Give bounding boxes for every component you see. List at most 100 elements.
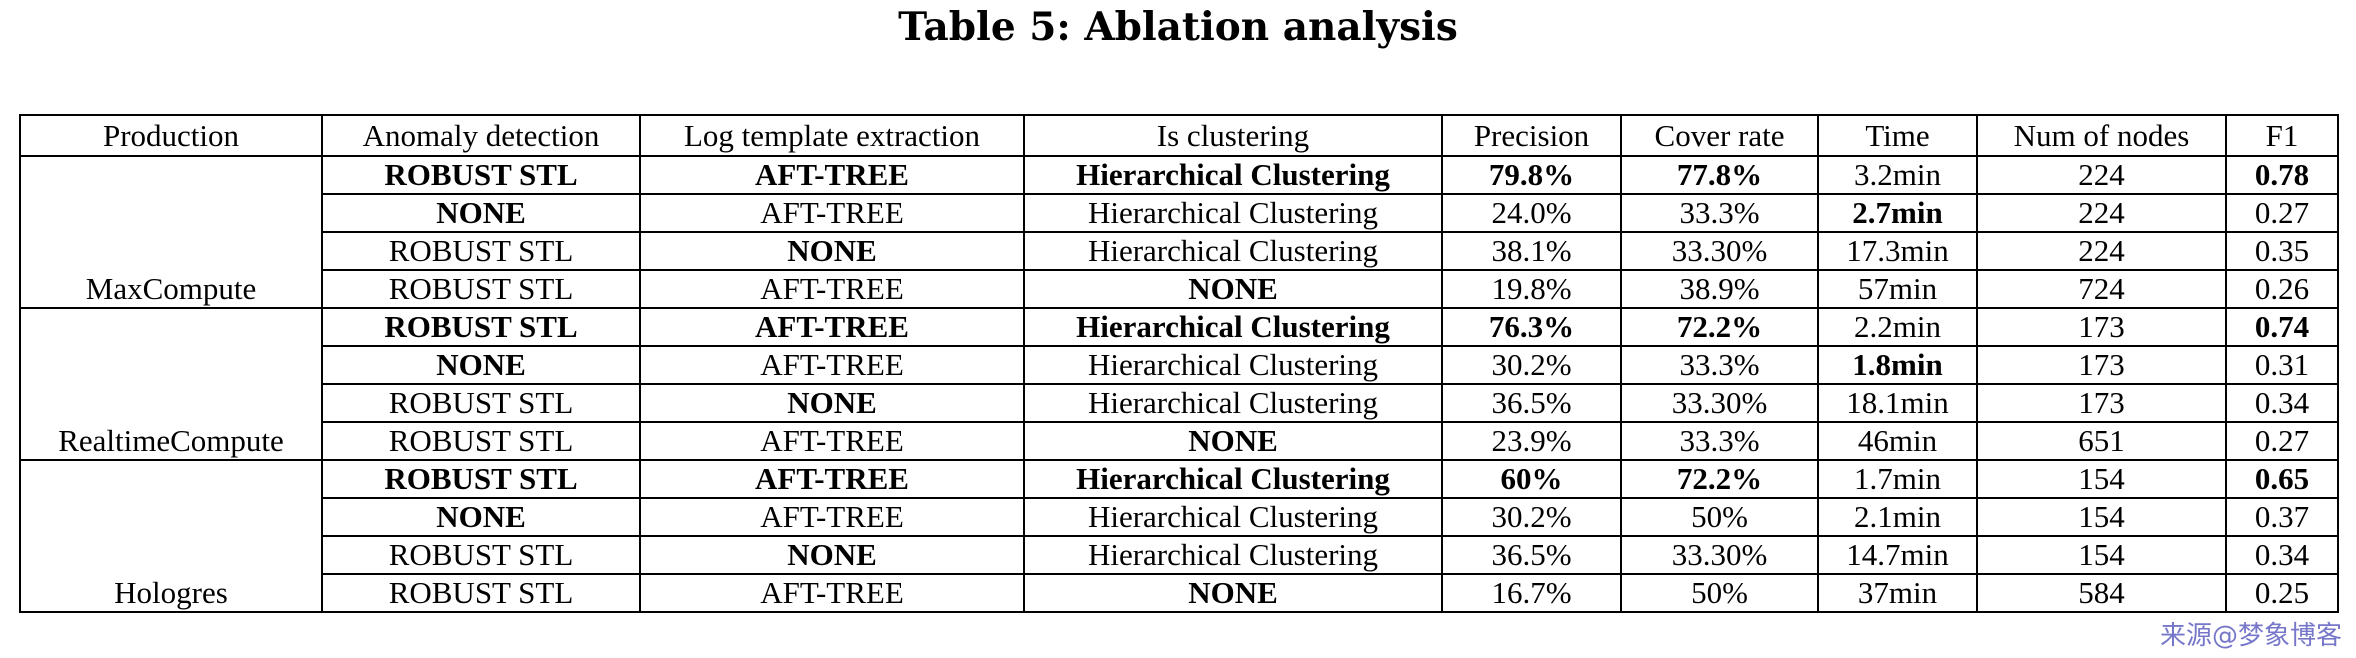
num-of-nodes-cell: 724 [1976, 269, 2227, 309]
num-of-nodes-cell: 651 [1976, 421, 2227, 461]
time-cell: 37min [1817, 573, 1978, 613]
f1-cell: 0.74 [2225, 307, 2339, 347]
anomaly-detection-cell: ROBUST STL [321, 231, 641, 271]
log-template-extraction-cell: AFT-TREE [639, 345, 1025, 385]
is-clustering-cell: Hierarchical Clustering [1023, 193, 1443, 233]
table-row: ROBUST STL NONE Hierarchical Clustering 38.… [20, 231, 2339, 271]
time-cell: 57min [1817, 269, 1978, 309]
anomaly-detection-cell: ROBUST STL [321, 421, 641, 461]
f1-cell: 0.34 [2225, 383, 2339, 423]
time-cell: 46min [1817, 421, 1978, 461]
cover-rate-cell: 33.30% [1620, 383, 1819, 423]
anomaly-detection-cell: ROBUST STL [321, 307, 641, 347]
precision-cell: 36.5% [1441, 535, 1622, 575]
anomaly-detection-cell: ROBUST STL [321, 269, 641, 309]
log-template-extraction-cell: AFT-TREE [639, 269, 1025, 309]
f1-cell: 0.34 [2225, 535, 2339, 575]
is-clustering-cell: Hierarchical Clustering [1023, 307, 1443, 347]
header-production: Production [19, 114, 323, 157]
is-clustering-cell: NONE [1023, 269, 1443, 309]
anomaly-detection-cell: ROBUST STL [321, 155, 641, 195]
production-cell: MaxCompute [19, 155, 323, 309]
header-is-clustering: Is clustering [1023, 114, 1443, 157]
table-row: RealtimeCompute ROBUST STL AFT-TREE Hierarc… [19, 307, 2339, 461]
cover-rate-cell: 72.2% [1620, 459, 1819, 499]
cover-rate-cell: 50% [1620, 497, 1819, 537]
header-cover-rate: Cover rate [1620, 114, 1819, 157]
is-clustering-cell: Hierarchical Clustering [1023, 155, 1443, 195]
is-clustering-cell: NONE [1023, 573, 1443, 613]
f1-cell: 0.65 [2225, 459, 2339, 499]
time-cell: 1.7min [1817, 459, 1978, 499]
is-clustering-cell: Hierarchical Clustering [1023, 535, 1443, 575]
cover-rate-cell: 77.8% [1620, 155, 1819, 195]
table-row: Hologres ROBUST STL AFT-TREE Hierarchical C… [19, 459, 2339, 613]
table-body: MaxCompute ROBUST STL AFT-TREE Hierarchical… [19, 155, 2339, 613]
time-cell: 17.3min [1817, 231, 1978, 271]
num-of-nodes-cell: 173 [1976, 383, 2227, 423]
precision-cell: 76.3% [1441, 307, 1622, 347]
log-template-extraction-cell: NONE [639, 383, 1025, 423]
log-template-extraction-cell: AFT-TREE [639, 573, 1025, 613]
is-clustering-cell: Hierarchical Clustering [1023, 497, 1443, 537]
log-template-extraction-cell: AFT-TREE [639, 307, 1025, 347]
f1-cell: 0.27 [2225, 193, 2339, 233]
num-of-nodes-cell: 224 [1976, 155, 2227, 195]
precision-cell: 16.7% [1441, 573, 1622, 613]
precision-cell: 30.2% [1441, 345, 1622, 385]
header-log-template-extraction: Log template extraction [639, 114, 1025, 157]
time-cell: 1.8min [1817, 345, 1978, 385]
anomaly-detection-cell: ROBUST STL [321, 535, 641, 575]
table-row: NONE AFT-TREE Hierarchical Clustering 30.2%… [20, 497, 2339, 537]
is-clustering-cell: Hierarchical Clustering [1023, 345, 1443, 385]
table-caption: Table 5: Ablation analysis [898, 4, 1458, 50]
num-of-nodes-cell: 154 [1976, 459, 2227, 499]
ablation-table: Production Anomaly detection Log templat… [19, 114, 2339, 613]
cover-rate-cell: 50% [1620, 573, 1819, 613]
time-cell: 2.1min [1817, 497, 1978, 537]
precision-cell: 30.2% [1441, 497, 1622, 537]
header-f1: F1 [2225, 114, 2339, 157]
cover-rate-cell: 72.2% [1620, 307, 1819, 347]
log-template-extraction-cell: AFT-TREE [639, 193, 1025, 233]
precision-cell: 23.9% [1441, 421, 1622, 461]
log-template-extraction-cell: NONE [639, 231, 1025, 271]
num-of-nodes-cell: 154 [1976, 535, 2227, 575]
is-clustering-cell: Hierarchical Clustering [1023, 459, 1443, 499]
header-num-of-nodes: Num of nodes [1976, 114, 2227, 157]
table-row: NONE AFT-TREE Hierarchical Clustering 24.0%… [20, 193, 2339, 233]
log-template-extraction-cell: NONE [639, 535, 1025, 575]
cover-rate-cell: 38.9% [1620, 269, 1819, 309]
time-cell: 18.1min [1817, 383, 1978, 423]
anomaly-detection-cell: ROBUST STL [321, 573, 641, 613]
table-row: ROBUST STL NONE Hierarchical Clustering 36.… [20, 383, 2339, 423]
num-of-nodes-cell: 224 [1976, 193, 2227, 233]
precision-cell: 19.8% [1441, 269, 1622, 309]
time-cell: 14.7min [1817, 535, 1978, 575]
watermark-text: 来源@梦象博客 [2159, 621, 2342, 651]
header-anomaly-detection: Anomaly detection [321, 114, 641, 157]
num-of-nodes-cell: 224 [1976, 231, 2227, 271]
f1-cell: 0.35 [2225, 231, 2339, 271]
num-of-nodes-cell: 154 [1976, 497, 2227, 537]
cover-rate-cell: 33.30% [1620, 535, 1819, 575]
f1-cell: 0.78 [2225, 155, 2339, 195]
cover-rate-cell: 33.30% [1620, 231, 1819, 271]
f1-cell: 0.26 [2225, 269, 2339, 309]
f1-cell: 0.27 [2225, 421, 2339, 461]
cover-rate-cell: 33.3% [1620, 193, 1819, 233]
cover-rate-cell: 33.3% [1620, 345, 1819, 385]
table-row: NONE AFT-TREE Hierarchical Clustering 30.2%… [20, 345, 2339, 385]
cover-rate-cell: 33.3% [1620, 421, 1819, 461]
log-template-extraction-cell: AFT-TREE [639, 421, 1025, 461]
precision-cell: 79.8% [1441, 155, 1622, 195]
anomaly-detection-cell: NONE [321, 193, 641, 233]
anomaly-detection-cell: NONE [321, 345, 641, 385]
log-template-extraction-cell: AFT-TREE [639, 497, 1025, 537]
table-row: ROBUST STL AFT-TREE NONE 19.8% 38.9% 57min 724… [20, 269, 2339, 309]
f1-cell: 0.37 [2225, 497, 2339, 537]
header-precision: Precision [1441, 114, 1622, 157]
num-of-nodes-cell: 173 [1976, 345, 2227, 385]
anomaly-detection-cell: ROBUST STL [321, 459, 641, 499]
table-row: ROBUST STL NONE Hierarchical Clustering 36.… [20, 535, 2339, 575]
